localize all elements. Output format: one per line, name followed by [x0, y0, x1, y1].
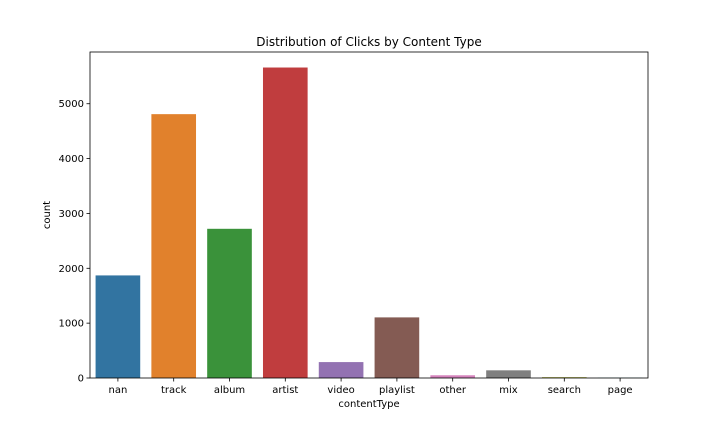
x-tick-label: mix: [499, 385, 518, 396]
x-axis-label: contentType: [338, 399, 399, 410]
plot-frame: [89, 51, 649, 379]
y-tick-label: 3000: [59, 209, 84, 220]
x-tick-label: playlist: [379, 385, 415, 396]
x-tick-label: other: [439, 385, 467, 396]
bar-other: [430, 375, 476, 378]
bar-album: [207, 228, 252, 378]
y-tick-label: 1000: [59, 319, 84, 330]
bar-nan: [95, 275, 141, 378]
x-tick-label: search: [548, 385, 581, 396]
y-axis-ticks: 0 1000 2000 3000 4000 5000: [59, 99, 90, 385]
x-tick-label: video: [327, 385, 354, 396]
y-axis-label: count: [42, 201, 53, 229]
plot-area: 0 1000 2000 3000 4000 5000 nan track album artis…: [59, 51, 649, 396]
x-tick-label: nan: [108, 385, 127, 396]
bar-mix: [486, 370, 531, 378]
bar-search: [541, 377, 587, 378]
y-tick-label: 5000: [59, 99, 84, 110]
x-tick-label: album: [214, 385, 245, 396]
bars-group: [95, 67, 643, 379]
y-tick-label: 0: [78, 374, 84, 385]
bar-artist: [262, 67, 308, 379]
x-tick-label: page: [608, 385, 633, 396]
y-tick-label: 4000: [59, 154, 84, 165]
x-tick-label: artist: [272, 385, 298, 396]
y-tick-label: 2000: [59, 264, 84, 275]
bar-track: [151, 114, 197, 379]
x-tick-label: track: [161, 385, 187, 396]
bar-video: [318, 362, 364, 378]
bar-playlist: [374, 317, 420, 378]
x-axis-ticks: nan track album artist video playlist other mix…: [108, 378, 633, 396]
chart-title: Distribution of Clicks by Content Type: [256, 35, 482, 49]
